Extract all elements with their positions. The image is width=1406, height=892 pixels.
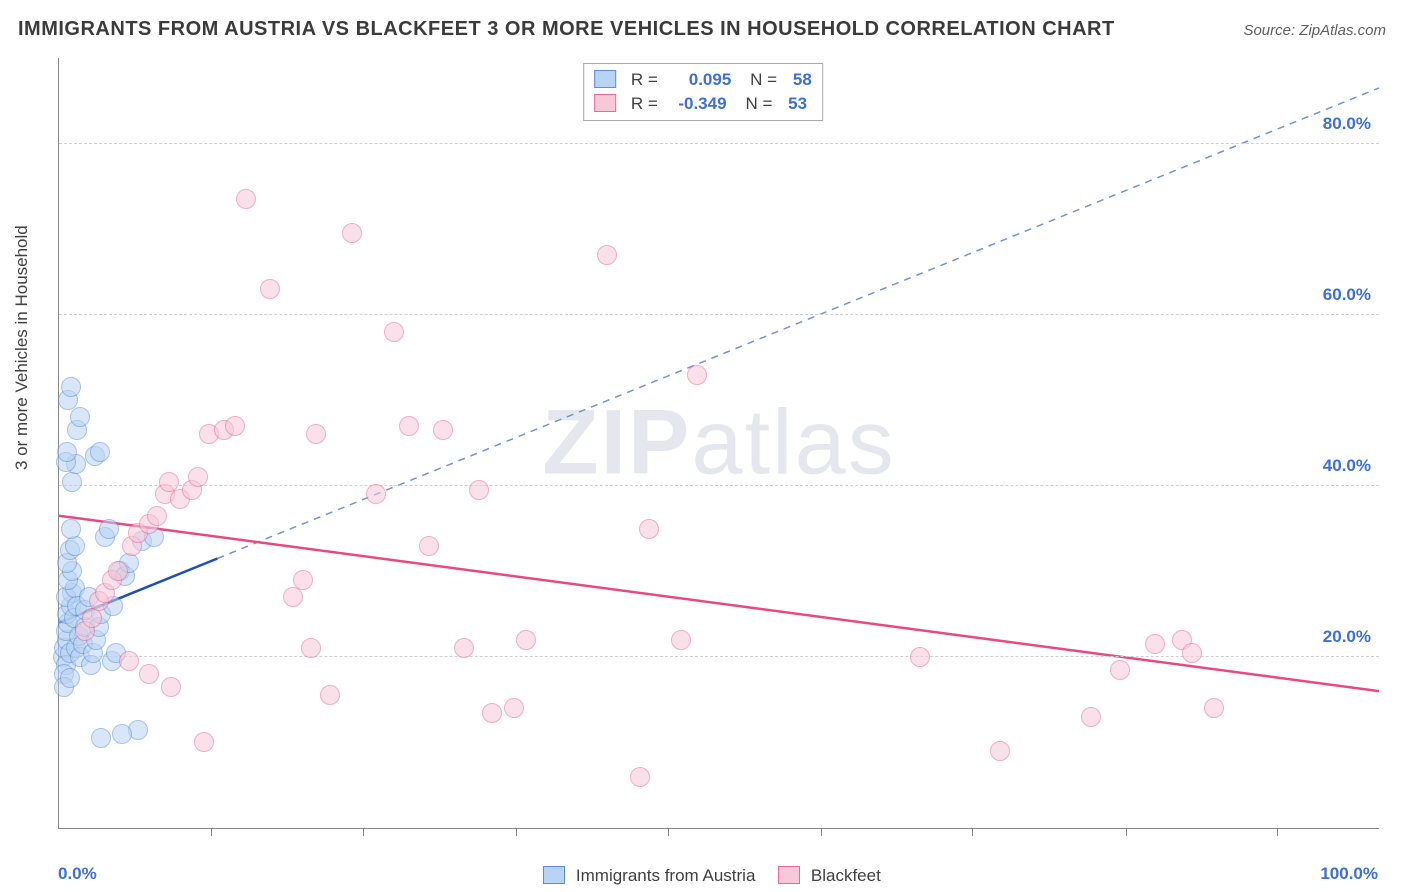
scatter-point-blackfeet xyxy=(108,561,128,581)
trend-lines-layer xyxy=(59,58,1379,828)
stats-r-blackfeet: -0.349 xyxy=(663,92,727,116)
trend-line xyxy=(59,516,1379,691)
scatter-point-blackfeet xyxy=(639,519,659,539)
scatter-point-blackfeet xyxy=(366,484,386,504)
legend-bottom: Immigrants from Austria Blackfeet xyxy=(0,866,1406,886)
scatter-point-blackfeet xyxy=(139,664,159,684)
scatter-point-austria xyxy=(91,728,111,748)
stats-row-austria: R = 0.095 N = 58 xyxy=(594,68,812,92)
stats-box: R = 0.095 N = 58 R = -0.349 N = 53 xyxy=(583,63,823,121)
scatter-point-blackfeet xyxy=(454,638,474,658)
y-tick-label: 40.0% xyxy=(1323,456,1371,476)
legend-swatch-blackfeet xyxy=(778,866,800,884)
plot-area: ZIPatlas 20.0% 40.0% 60.0% 80.0% xyxy=(58,58,1379,829)
y-axis-label: 3 or more Vehicles in Household xyxy=(12,225,32,470)
scatter-point-blackfeet xyxy=(482,703,502,723)
stats-row-blackfeet: R = -0.349 N = 53 xyxy=(594,92,812,116)
scatter-point-austria xyxy=(112,724,132,744)
scatter-point-blackfeet xyxy=(630,767,650,787)
scatter-point-blackfeet xyxy=(384,322,404,342)
scatter-point-blackfeet xyxy=(469,480,489,500)
scatter-point-blackfeet xyxy=(687,365,707,385)
scatter-point-blackfeet xyxy=(419,536,439,556)
scatter-point-blackfeet xyxy=(283,587,303,607)
x-tick xyxy=(1126,828,1127,836)
gridline xyxy=(59,485,1379,486)
chart-title: IMMIGRANTS FROM AUSTRIA VS BLACKFEET 3 O… xyxy=(18,18,1115,41)
scatter-point-blackfeet xyxy=(504,698,524,718)
scatter-point-blackfeet xyxy=(161,677,181,697)
x-tick xyxy=(972,828,973,836)
scatter-point-blackfeet xyxy=(671,630,691,650)
scatter-point-blackfeet xyxy=(433,420,453,440)
scatter-point-blackfeet xyxy=(399,416,419,436)
legend-label-austria: Immigrants from Austria xyxy=(576,866,756,885)
stats-n-austria: 58 xyxy=(782,68,812,92)
scatter-point-blackfeet xyxy=(236,189,256,209)
scatter-point-blackfeet xyxy=(990,741,1010,761)
stats-r-austria: 0.095 xyxy=(667,68,731,92)
scatter-point-blackfeet xyxy=(194,732,214,752)
scatter-point-blackfeet xyxy=(119,651,139,671)
y-tick-label: 20.0% xyxy=(1323,627,1371,647)
scatter-point-blackfeet xyxy=(597,245,617,265)
x-tick xyxy=(821,828,822,836)
gridline xyxy=(59,656,1379,657)
x-tick xyxy=(211,828,212,836)
scatter-point-blackfeet xyxy=(260,279,280,299)
scatter-point-blackfeet xyxy=(1145,634,1165,654)
y-tick-label: 60.0% xyxy=(1323,285,1371,305)
scatter-point-blackfeet xyxy=(1110,660,1130,680)
stats-swatch-blackfeet xyxy=(594,94,616,112)
scatter-point-blackfeet xyxy=(147,506,167,526)
scatter-point-austria xyxy=(57,442,77,462)
scatter-point-blackfeet xyxy=(82,608,102,628)
x-tick xyxy=(668,828,669,836)
scatter-point-austria xyxy=(65,536,85,556)
y-tick-label: 80.0% xyxy=(1323,114,1371,134)
scatter-point-austria xyxy=(99,519,119,539)
source-attribution: Source: ZipAtlas.com xyxy=(1243,22,1386,39)
gridline xyxy=(59,143,1379,144)
scatter-point-blackfeet xyxy=(910,647,930,667)
scatter-point-austria xyxy=(61,519,81,539)
x-tick xyxy=(1277,828,1278,836)
scatter-point-blackfeet xyxy=(301,638,321,658)
stats-n-blackfeet: 53 xyxy=(777,92,807,116)
legend-label-blackfeet: Blackfeet xyxy=(811,866,881,885)
scatter-point-blackfeet xyxy=(306,424,326,444)
x-tick xyxy=(363,828,364,836)
scatter-point-blackfeet xyxy=(225,416,245,436)
scatter-point-blackfeet xyxy=(1204,698,1224,718)
legend-swatch-austria xyxy=(543,866,565,884)
scatter-point-blackfeet xyxy=(293,570,313,590)
scatter-point-blackfeet xyxy=(320,685,340,705)
x-tick xyxy=(516,828,517,836)
scatter-point-austria xyxy=(70,407,90,427)
scatter-point-austria xyxy=(60,668,80,688)
stats-swatch-austria xyxy=(594,70,616,88)
scatter-point-austria xyxy=(90,442,110,462)
scatter-point-blackfeet xyxy=(516,630,536,650)
watermark: ZIPatlas xyxy=(542,391,895,496)
scatter-point-blackfeet xyxy=(1182,643,1202,663)
scatter-point-austria xyxy=(61,377,81,397)
gridline xyxy=(59,314,1379,315)
scatter-point-blackfeet xyxy=(342,223,362,243)
scatter-point-austria xyxy=(62,472,82,492)
scatter-point-blackfeet xyxy=(1081,707,1101,727)
scatter-point-blackfeet xyxy=(188,467,208,487)
